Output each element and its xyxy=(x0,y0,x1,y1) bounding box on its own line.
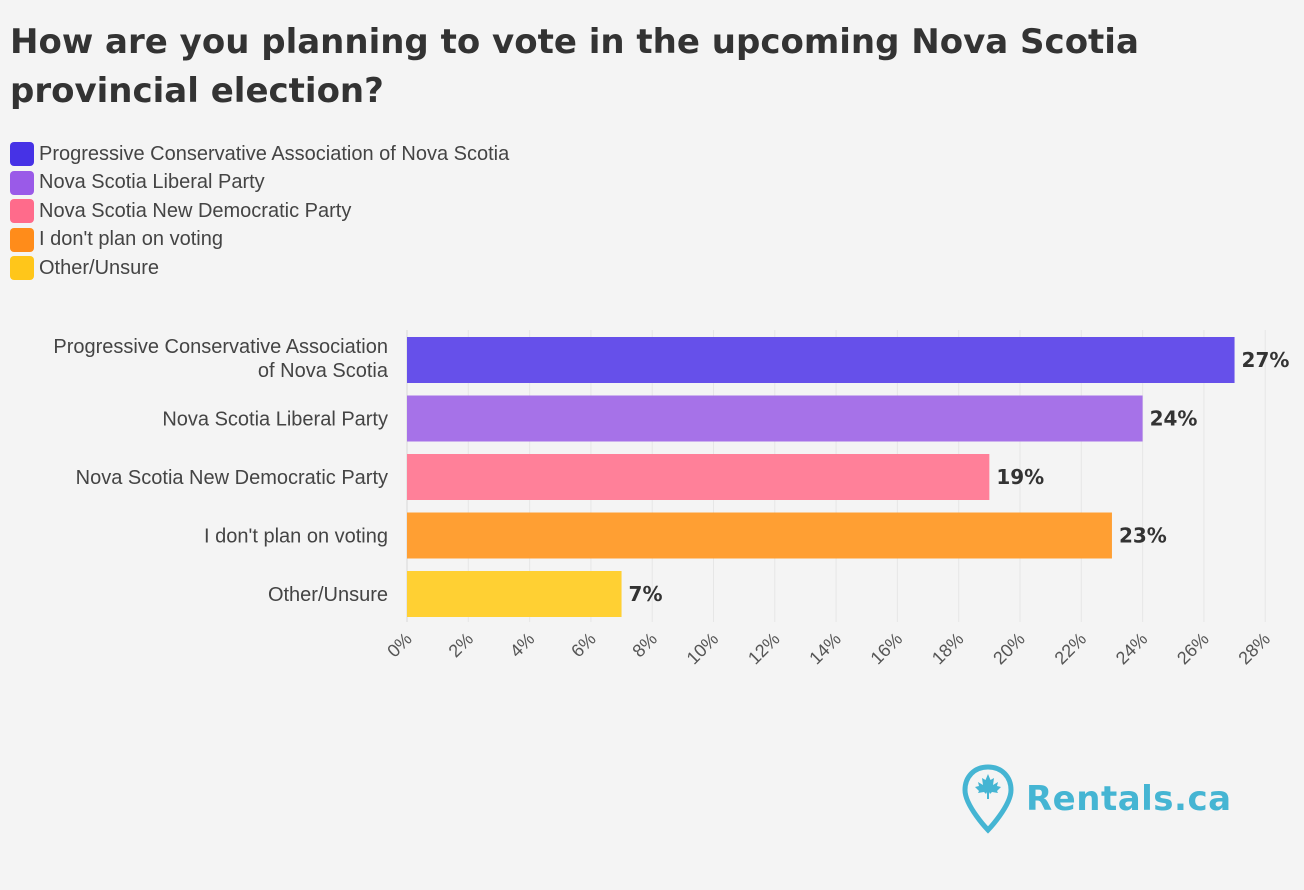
legend-item: I don't plan on voting xyxy=(10,226,509,255)
bar xyxy=(407,454,990,500)
data-label: 7% xyxy=(629,582,663,606)
tick-label: 18% xyxy=(928,629,968,669)
legend-label: Other/Unsure xyxy=(39,256,160,279)
legend-swatch xyxy=(10,142,34,167)
legend-label: Nova Scotia New Democratic Party xyxy=(39,199,352,222)
bar xyxy=(407,512,1112,559)
tick-label: 6% xyxy=(567,629,600,662)
legend-label: Progressive Conservative Association of … xyxy=(39,142,510,165)
tick-label: 20% xyxy=(989,629,1029,669)
tick-label: 14% xyxy=(805,629,845,669)
tick-label: 8% xyxy=(628,629,661,662)
data-label: 27% xyxy=(1242,348,1290,372)
bar xyxy=(407,395,1143,442)
category-label: Nova Scotia Liberal Party xyxy=(162,409,388,431)
legend: Progressive Conservative Association of … xyxy=(10,140,509,283)
tick-label: 28% xyxy=(1234,629,1274,669)
legend-label: I don't plan on voting xyxy=(39,228,223,251)
tick-label: 4% xyxy=(506,629,539,662)
tick-label: 2% xyxy=(445,629,478,662)
legend-swatch xyxy=(10,256,34,281)
tick-label: 26% xyxy=(1173,629,1213,669)
logo-text: Rentals.ca xyxy=(1026,779,1232,819)
legend-swatch xyxy=(10,199,34,224)
tick-label: 10% xyxy=(683,629,723,669)
legend-item: Nova Scotia New Democratic Party xyxy=(10,197,509,226)
rentals-logo: Rentals.ca xyxy=(962,764,1232,834)
legend-item: Nova Scotia Liberal Party xyxy=(10,169,509,198)
tick-label: 0% xyxy=(383,629,416,662)
category-label: Other/Unsure xyxy=(268,584,388,606)
category-label: Progressive Conservative Association of N… xyxy=(53,336,388,382)
data-label: 19% xyxy=(996,465,1044,489)
data-label: 24% xyxy=(1150,407,1198,431)
bar xyxy=(407,571,622,617)
chart-title: How are you planning to vote in the upco… xyxy=(10,22,1139,111)
legend-item: Progressive Conservative Association of … xyxy=(10,140,509,169)
tick-label: 16% xyxy=(867,629,907,669)
category-label: I don't plan on voting xyxy=(204,526,388,548)
bar xyxy=(407,337,1235,383)
tick-label: 12% xyxy=(744,629,784,669)
maple-leaf-pin-icon xyxy=(962,764,1014,834)
legend-swatch xyxy=(10,227,34,252)
legend-item: Other/Unsure xyxy=(10,254,509,283)
legend-label: Nova Scotia Liberal Party xyxy=(39,171,265,194)
data-label: 23% xyxy=(1119,524,1167,548)
legend-swatch xyxy=(10,170,34,195)
tick-label: 24% xyxy=(1112,629,1152,669)
category-label: Nova Scotia New Democratic Party xyxy=(76,467,388,489)
tick-label: 22% xyxy=(1051,629,1091,669)
